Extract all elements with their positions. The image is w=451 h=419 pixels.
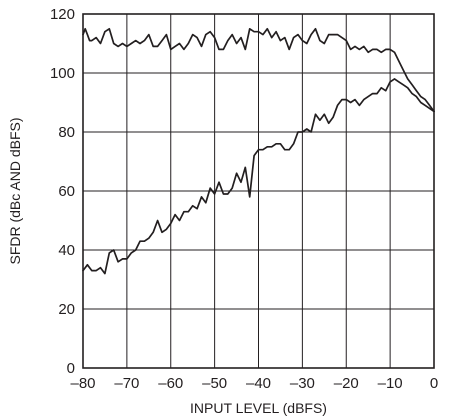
- x-tick-label: –80: [70, 375, 95, 392]
- y-tick-label: 120: [50, 6, 75, 23]
- sfdr-curve-2: [82, 78, 435, 275]
- x-tick-label: –30: [290, 375, 315, 392]
- x-tick-label: –10: [378, 375, 403, 392]
- y-tick-label: 80: [58, 124, 75, 141]
- y-tick-label: 60: [58, 183, 75, 200]
- y-tick-label: 20: [58, 301, 75, 318]
- x-tick-label: –60: [158, 375, 183, 392]
- x-tick-label: –50: [202, 375, 227, 392]
- y-tick-label: 0: [67, 360, 75, 377]
- y-axis-tick-labels: 0 20 40 60 80 100 120: [50, 6, 75, 377]
- x-tick-label: 0: [430, 375, 438, 392]
- sfdr-curve-1: [82, 27, 435, 113]
- gridlines: [83, 14, 434, 368]
- x-tick-label: –40: [246, 375, 271, 392]
- x-axis-tick-labels: –80 –70 –60 –50 –40 –30 –20 –10 0: [70, 375, 438, 392]
- y-axis-title: SFDR (dBc AND dBFS): [7, 117, 23, 264]
- y-tick-label: 100: [50, 65, 75, 82]
- x-tick-label: –20: [334, 375, 359, 392]
- x-axis-title: INPUT LEVEL (dBFS): [190, 400, 327, 416]
- y-tick-label: 40: [58, 242, 75, 259]
- x-tick-label: –70: [114, 375, 139, 392]
- sfdr-curves: [82, 27, 435, 275]
- plot-frame: [82, 13, 435, 369]
